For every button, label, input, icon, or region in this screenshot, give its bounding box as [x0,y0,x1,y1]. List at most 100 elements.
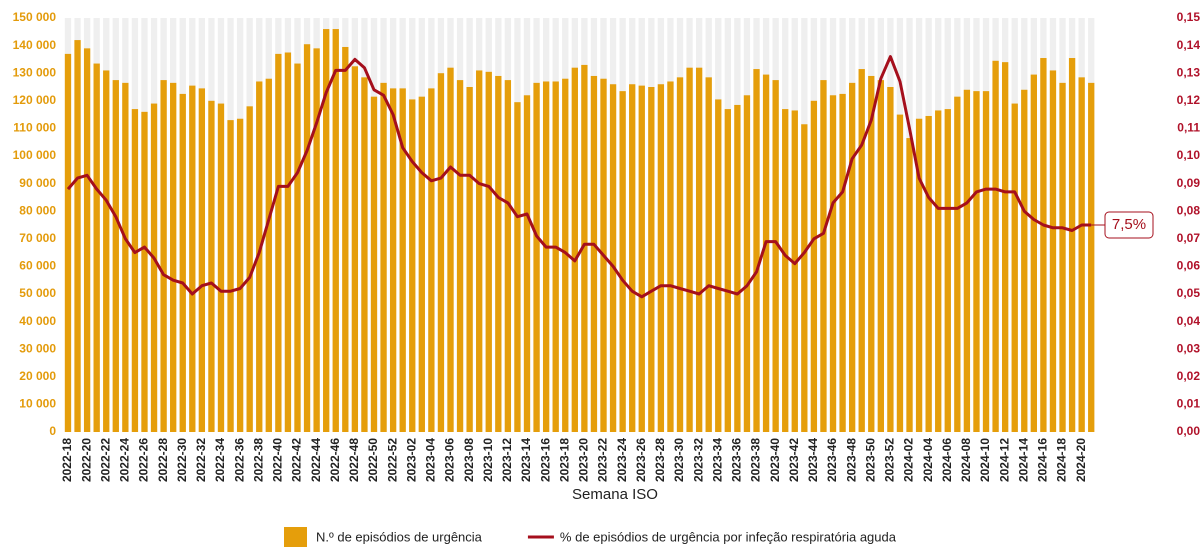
bar [906,138,913,432]
x-tick-label: 2023-32 [691,438,705,482]
bar [915,118,923,433]
bar [476,70,483,432]
bar [389,88,397,432]
bar [762,74,770,432]
bar [495,75,502,433]
bar [829,95,837,432]
bar [638,85,645,433]
bar [160,80,167,432]
y-tick-label: 10 000 [19,397,56,411]
x-tick-label: 2022-32 [194,438,208,482]
y-tick-label: 60 000 [19,259,56,273]
x-tick-label: 2023-16 [538,438,552,482]
bar [724,109,731,432]
x-tick-label: 2024-08 [959,438,973,482]
bar [112,80,119,432]
x-tick-label: 2023-46 [825,438,839,482]
x-tick-label: 2022-24 [118,438,132,482]
y-tick-label: 110 000 [13,121,56,135]
x-tick-label: 2023-44 [806,438,820,482]
bar [1040,58,1047,433]
x-tick-label: 2022-40 [271,438,285,482]
bar [370,96,378,432]
x-tick-label: 2022-20 [79,438,93,482]
y-tick-label: 150 000 [13,10,57,24]
bar [437,73,445,432]
bar [533,82,540,433]
bar [542,81,550,432]
bar [351,66,359,433]
bar [409,99,416,433]
x-tick-label: 2023-08 [462,438,476,482]
x-tick-label: 2024-16 [1036,438,1050,482]
y-tick-label: 40 000 [19,314,56,328]
y-tick-label: 130 000 [13,65,57,79]
x-tick-label: 2023-24 [615,438,629,482]
bar [170,82,177,433]
bar [246,106,253,432]
y2-tick-label: 0,05 [1177,286,1201,300]
bar [313,48,320,433]
bar [609,84,617,433]
bar [1011,103,1018,432]
annotation: 7,5% [1112,216,1146,233]
x-tick-label: 2023-02 [404,438,418,482]
bar [141,111,148,432]
x-tick-label: 2024-12 [997,438,1011,482]
x-tick-label: 2023-04 [424,438,438,482]
bar [619,91,626,432]
bar [523,95,531,432]
y2-tick-label: 0,15 [1177,10,1201,24]
bar [887,87,894,432]
bar [715,99,722,433]
bar [686,67,693,433]
bar [973,91,980,432]
bar [514,102,521,433]
bar [447,67,454,433]
bar [294,63,301,432]
x-tick-label: 2023-10 [481,438,495,482]
y-tick-label: 100 000 [13,148,57,162]
bar [303,44,311,432]
x-tick-label: 2023-12 [500,438,514,482]
bar [189,85,196,433]
x-tick-label: 2023-42 [787,438,801,482]
y2-tick-label: 0,04 [1177,314,1201,328]
bar [64,53,72,432]
bar [925,115,932,432]
y2-tick-label: 0,06 [1177,259,1201,273]
bar [753,69,760,432]
x-tick-label: 2024-14 [1016,438,1030,482]
bar [810,100,818,433]
y-tick-label: 140 000 [13,38,57,52]
bar [131,109,139,432]
y2-tick-label: 0,07 [1177,231,1201,245]
x-tick-label: 2022-22 [98,438,112,482]
bar [1001,62,1009,432]
bar [485,71,492,432]
legend-label: N.º de episódios de urgência [316,529,483,544]
bar [734,104,741,432]
x-tick-label: 2022-38 [251,438,265,482]
y2-tick-label: 0,02 [1177,369,1201,383]
bar [275,53,282,432]
bar [963,89,971,432]
bar [562,78,569,432]
bar [198,88,206,432]
bar [743,95,751,432]
y-tick-label: 20 000 [19,369,56,383]
x-tick-label: 2023-18 [557,438,571,482]
y2-tick-label: 0,08 [1177,203,1201,217]
bar [801,124,808,432]
bar [1021,89,1028,432]
y2-tick-label: 0,01 [1177,397,1201,411]
x-axis-title: Semana ISO [572,486,658,503]
bar [150,103,158,432]
bar [629,84,636,433]
bar [284,52,292,432]
y-tick-label: 70 000 [19,231,56,245]
bar [103,70,110,432]
x-tick-label: 2023-26 [634,438,648,482]
bar [74,40,81,433]
